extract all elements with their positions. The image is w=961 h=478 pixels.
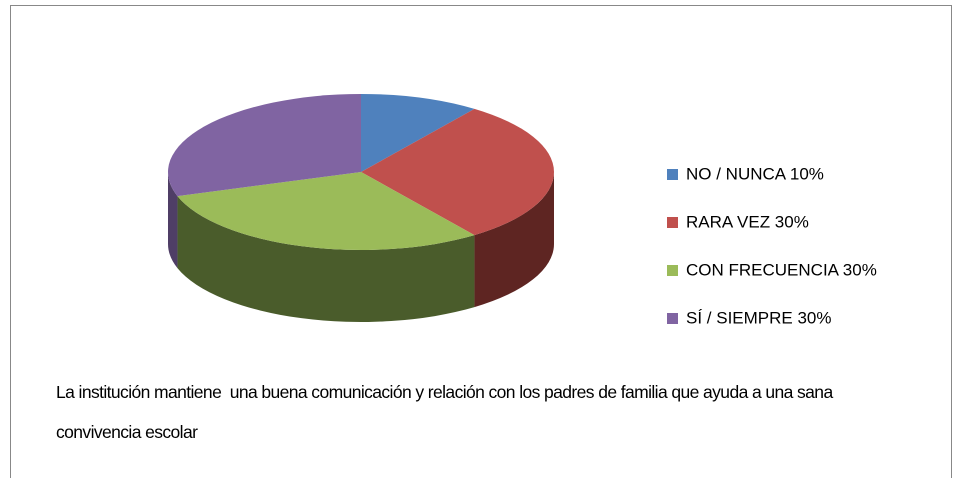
pie-slice [177, 172, 475, 251]
legend-label: RARA VEZ 30% [686, 212, 809, 231]
legend-swatch [667, 265, 678, 276]
pie-slice [167, 94, 361, 197]
legend-label: CON FRECUENCIA 30% [686, 260, 877, 279]
legend-swatch [667, 169, 678, 180]
pie-side [168, 172, 178, 269]
legend-label: SÍ / SIEMPRE 30% [686, 308, 832, 327]
chart-border [10, 5, 952, 478]
legend-swatch [667, 217, 678, 228]
legend-swatch [667, 313, 678, 324]
pie-side [177, 196, 475, 322]
pie-slice [361, 94, 475, 172]
pie-slice [361, 108, 554, 236]
caption: La institución mantiene una buena comuni… [56, 382, 837, 442]
pie-side [474, 172, 554, 308]
legend-label: NO / NUNCA 10% [686, 164, 824, 183]
